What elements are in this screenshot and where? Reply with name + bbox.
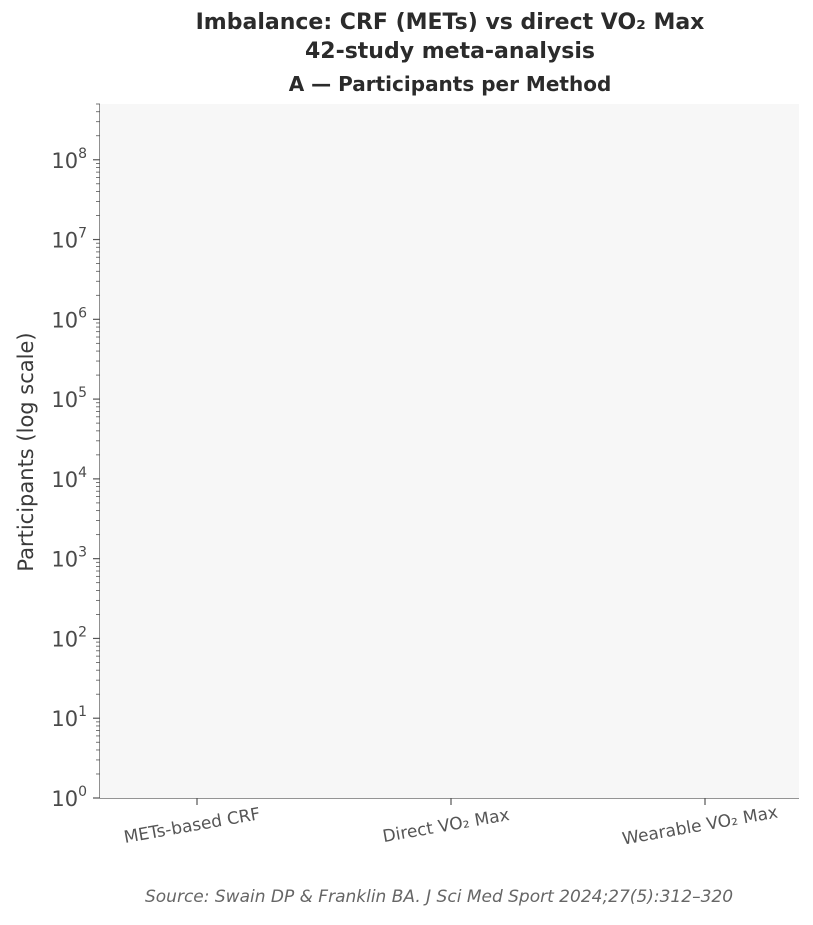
y-tick-label: 100 [51, 784, 87, 811]
y-tick-labels: 100 101 102 103 104 105 106 107 108 [51, 146, 87, 811]
y-tick-label: 105 [51, 385, 87, 412]
x-tick-label: METs-based CRF [122, 804, 262, 848]
y-tick-label: 107 [51, 226, 87, 253]
y-tick-label: 102 [51, 624, 87, 651]
source-citation: Source: Swain DP & Franklin BA. J Sci Me… [144, 887, 734, 907]
x-tick-labels: METs-based CRF Direct VO₂ Max Wearable VO₂… [122, 803, 779, 850]
y-minor-ticks [96, 103, 100, 775]
y-axis-label: Participants (log scale) [14, 332, 38, 571]
y-tick-label: 106 [51, 305, 87, 332]
panel-title: A — Participants per Method [288, 72, 612, 96]
chart-subtitle: 42-study meta-analysis [304, 39, 596, 64]
x-tick-label: Direct VO₂ Max [381, 805, 511, 847]
x-tick-label: Wearable VO₂ Max [621, 803, 780, 850]
plot-area [100, 104, 799, 798]
y-tick-label: 101 [51, 704, 87, 731]
chart-title: Imbalance: CRF (METs) vs direct VO₂ Max [195, 10, 705, 35]
y-tick-label: 104 [51, 465, 87, 492]
y-tick-label: 103 [51, 545, 87, 572]
y-tick-label: 108 [51, 146, 87, 173]
